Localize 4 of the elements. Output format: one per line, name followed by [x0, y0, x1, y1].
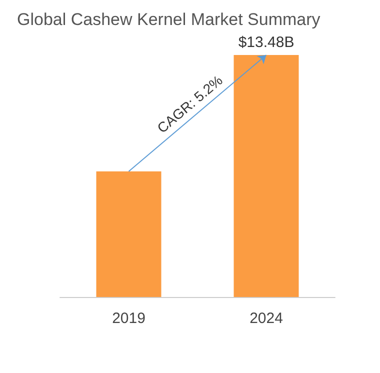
- x-tick-label: 2024: [250, 310, 283, 327]
- chart-title: Global Cashew Kernel Market Summary: [17, 10, 321, 29]
- x-tick-label: 2019: [112, 310, 146, 327]
- data-label: $13.48B: [238, 34, 294, 51]
